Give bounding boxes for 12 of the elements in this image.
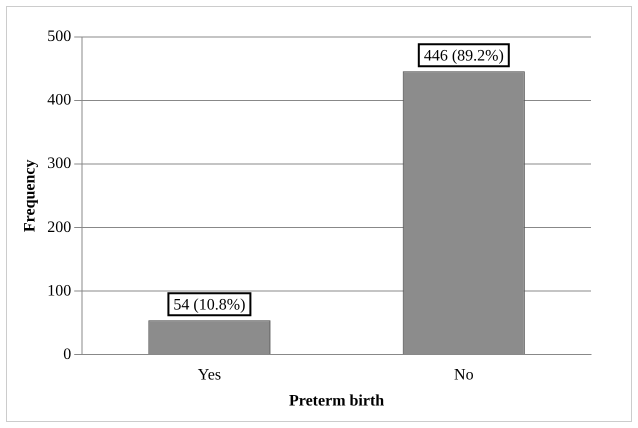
- x-tick-label: Yes: [198, 366, 222, 384]
- x-axis-title: Preterm birth: [288, 392, 384, 410]
- data-label: 446 (89.2%): [424, 48, 504, 65]
- y-tick-label: 100: [47, 282, 72, 300]
- y-tick-label: 300: [47, 155, 72, 172]
- y-tick-label: 0: [63, 346, 72, 363]
- y-axis-title: Frequency: [22, 160, 39, 232]
- y-tick-label: 500: [47, 28, 72, 46]
- x-tick-label: No: [454, 366, 474, 384]
- y-tick-label: 200: [47, 218, 72, 236]
- y-tick-label: 400: [47, 92, 72, 109]
- data-label: 54 (10.8%): [173, 296, 246, 314]
